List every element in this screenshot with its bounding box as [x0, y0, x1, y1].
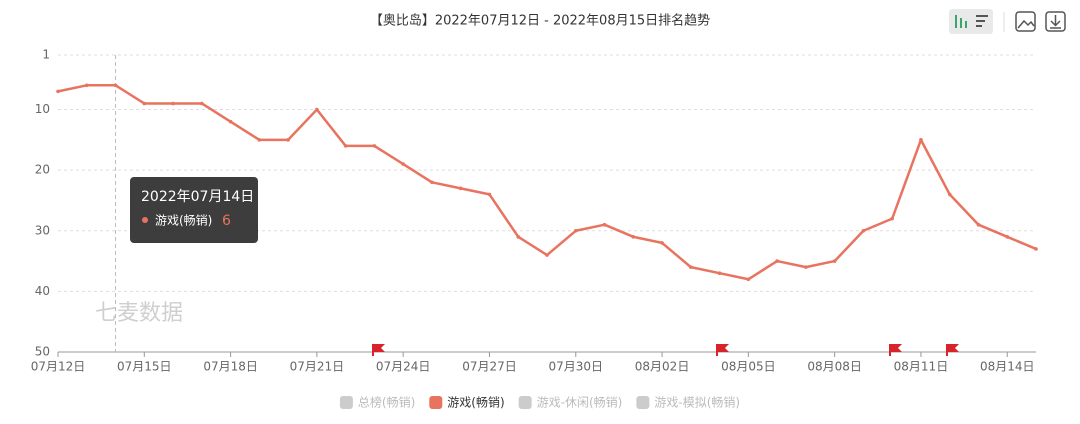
- icon: [1050, 15, 1061, 29]
- data-point: [200, 101, 204, 106]
- data-point: [919, 138, 923, 142]
- flag: [946, 344, 959, 356]
- data-point: [602, 222, 607, 227]
- data-point: [545, 253, 549, 257]
- x-tick-label: 08月02日: [635, 360, 690, 374]
- data-point: [171, 101, 175, 106]
- data-point: [890, 216, 894, 221]
- icon: [976, 25, 982, 27]
- data-point: [861, 228, 866, 233]
- legend-label[interactable]: 总榜(畅销): [358, 395, 415, 410]
- y-tick-label: 40: [35, 284, 50, 298]
- legend-swatch[interactable]: [636, 396, 650, 409]
- icon: [976, 15, 988, 17]
- icon: [1017, 19, 1035, 29]
- data-point: [401, 162, 405, 166]
- tooltip-dot: [142, 217, 148, 223]
- toolbar: [949, 9, 1066, 34]
- data-point: [142, 101, 147, 106]
- x-tick-label: 07月30日: [548, 360, 603, 374]
- legend-swatch[interactable]: [339, 396, 353, 409]
- data-point: [315, 107, 319, 112]
- tooltip-series: 游戏(畅销): [155, 214, 212, 228]
- chart-title: 【奥比岛】2022年07月12日 - 2022年08月15日排名趋势: [370, 13, 710, 29]
- legend-swatch[interactable]: [518, 396, 532, 409]
- data-point: [228, 119, 233, 124]
- x-tick-label: 07月18日: [203, 360, 258, 374]
- data-point: [631, 235, 636, 239]
- x-tick-label: 07月12日: [31, 360, 86, 374]
- data-point: [516, 235, 521, 239]
- y-tick-label: 50: [35, 345, 50, 359]
- data-point: [573, 228, 578, 233]
- data-point: [660, 241, 664, 245]
- x-tick-label: 07月21日: [290, 360, 345, 374]
- tooltip-title: 2022年07月14日: [141, 189, 254, 205]
- data-point: [775, 259, 779, 263]
- y-tick-label: 10: [35, 102, 50, 116]
- legend-label[interactable]: 游戏-模拟(畅销): [654, 396, 740, 410]
- data-point: [746, 277, 751, 282]
- data-point: [689, 265, 693, 269]
- y-tick-label: 20: [35, 163, 50, 177]
- data-point: [832, 259, 837, 263]
- data-point: [804, 265, 808, 269]
- data-point: [84, 83, 89, 88]
- data-point: [1005, 235, 1010, 239]
- data-point: [458, 186, 463, 191]
- data-point: [717, 271, 722, 276]
- data-point: [113, 83, 118, 88]
- flags: [372, 344, 959, 356]
- x-tick-label: 08月08日: [807, 360, 862, 374]
- x-tick-label: 08月05日: [721, 360, 776, 374]
- data-point: [286, 138, 290, 142]
- x-tick-label: 08月11日: [894, 360, 949, 374]
- watermark: 七麦数据: [95, 301, 183, 326]
- download-button[interactable]: [1045, 11, 1066, 32]
- data-point: [430, 180, 434, 185]
- legend-swatch[interactable]: [429, 396, 443, 409]
- tooltip-box: [130, 177, 258, 243]
- data-point: [257, 138, 262, 142]
- data-point: [947, 192, 952, 197]
- flag: [372, 344, 385, 356]
- tooltip-value: 6: [222, 213, 231, 229]
- legend-label[interactable]: 游戏-休闲(畅销): [537, 396, 623, 410]
- image-button[interactable]: [1015, 11, 1036, 32]
- icon: [960, 18, 962, 28]
- data-point: [343, 144, 348, 148]
- icon: [955, 15, 957, 28]
- y-tick-label: 1: [42, 48, 50, 62]
- icon: [965, 21, 967, 28]
- flag: [716, 344, 729, 356]
- data-point: [1034, 247, 1038, 251]
- data-point: [487, 192, 492, 197]
- data-point: [372, 144, 377, 148]
- y-tick-label: 30: [35, 223, 50, 237]
- data-point: [976, 222, 981, 227]
- flag: [889, 344, 902, 356]
- x-tick-label: 07月27日: [462, 360, 517, 374]
- x-tick-label: 07月15日: [117, 360, 172, 374]
- legend-label[interactable]: 游戏(畅销): [447, 396, 504, 410]
- x-tick-label: 07月24日: [376, 360, 431, 374]
- x-tick-label: 08月14日: [980, 360, 1035, 374]
- icon: [976, 20, 985, 22]
- data-point: [56, 89, 60, 94]
